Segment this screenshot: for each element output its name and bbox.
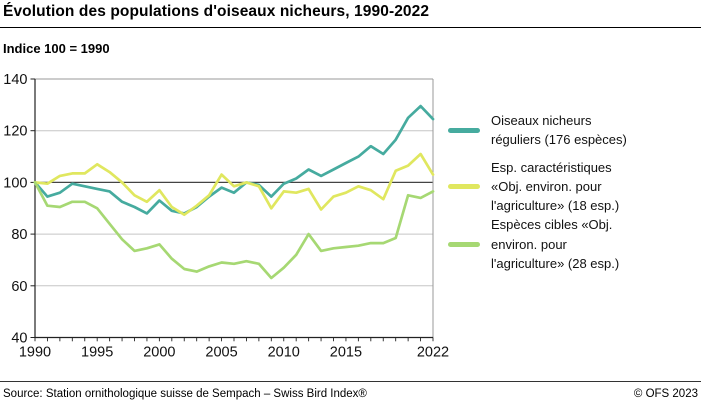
x-tick-label: 2022 xyxy=(417,345,449,361)
y-tick-label: 140 xyxy=(3,72,27,88)
series-line-1 xyxy=(33,152,435,217)
title-divider xyxy=(0,27,701,28)
legend-label-2: Espèces cibles «Obj. environ. pour l'agric… xyxy=(491,217,620,272)
legend-item-1: Esp. caractéristiques «Obj. environ. pour… xyxy=(448,158,698,216)
footer-divider xyxy=(0,381,701,382)
y-tick-label: 40 xyxy=(11,331,27,347)
series-line-0 xyxy=(33,104,435,215)
y-tick-label: 80 xyxy=(11,227,27,243)
y-tick-label: 60 xyxy=(11,279,27,295)
x-tick-label: 2000 xyxy=(143,345,175,361)
x-tick-label: 1995 xyxy=(81,345,113,361)
y-tick-label: 120 xyxy=(3,124,27,140)
legend-swatch-0 xyxy=(448,128,480,133)
legend-label-1: Esp. caractéristiques «Obj. environ. pour… xyxy=(491,159,620,214)
legend-label-0: Oiseaux nicheurs réguliers (176 espèces) xyxy=(491,113,627,148)
legend-swatch-1 xyxy=(448,184,480,189)
source-text: Source: Station ornithologique suisse de… xyxy=(3,388,367,400)
x-tick-label: 2005 xyxy=(205,345,237,361)
copyright-text: © OFS 2023 xyxy=(633,388,698,400)
legend-item-0: Oiseaux nicheurs réguliers (176 espèces) xyxy=(448,111,698,150)
x-tick-label: 1990 xyxy=(19,345,51,361)
y-tick-label: 100 xyxy=(3,175,27,191)
page-title: Évolution des populations d'oiseaux nich… xyxy=(3,3,430,20)
x-tick-label: 2015 xyxy=(330,345,362,361)
legend-item-2: Espèces cibles «Obj. environ. pour l'agric… xyxy=(448,215,698,273)
legend-swatch-2 xyxy=(448,242,480,247)
chart-subtitle: Indice 100 = 1990 xyxy=(3,41,110,56)
series-line-2 xyxy=(33,181,435,280)
chart-legend: Oiseaux nicheurs réguliers (176 espèces) E… xyxy=(448,111,698,281)
x-tick-label: 2010 xyxy=(268,345,300,361)
